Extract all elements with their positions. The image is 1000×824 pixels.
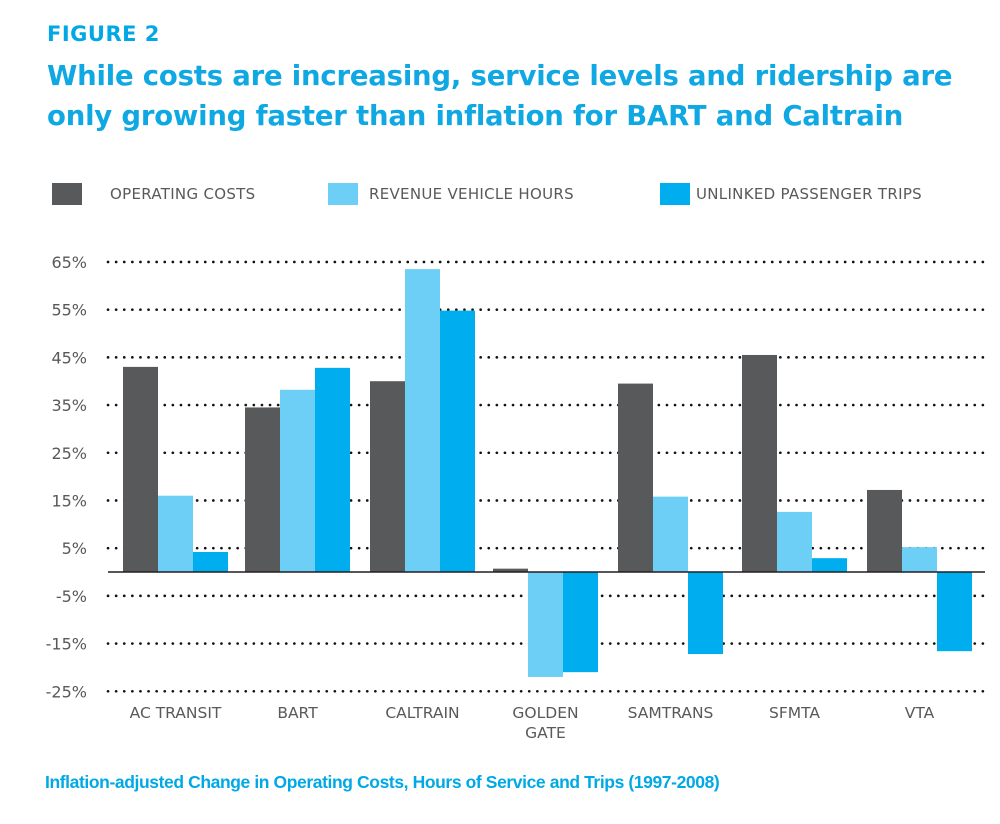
legend-label-unlinked-passenger-trips: UNLINKED PASSENGER TRIPS <box>696 185 922 203</box>
y-tick-label: 65% <box>51 253 87 272</box>
figure-label: FIGURE 2 <box>47 22 160 46</box>
bar-group-caltrain <box>370 269 475 572</box>
y-tick-label: -15% <box>46 635 87 654</box>
bar-group-golden-gate <box>493 568 598 677</box>
bar-unlinked-passenger-trips-bart <box>315 367 350 572</box>
bars <box>123 269 972 677</box>
bar-operating-costs-golden-gate <box>493 568 528 572</box>
legend-label-operating-costs: OPERATING COSTS <box>110 185 256 203</box>
bar-operating-costs-sfmta <box>742 354 777 572</box>
bar-unlinked-passenger-trips-sfmta <box>812 558 847 572</box>
chart-caption: Inflation-adjusted Change in Operating C… <box>45 772 720 792</box>
x-axis-categories: AC TRANSIT BART CALTRAIN GOLDEN GATE SAMTRANS… <box>130 704 935 742</box>
y-tick-label: -25% <box>46 682 87 701</box>
bar-operating-costs-bart <box>245 407 280 572</box>
x-tick-label: BART <box>277 704 318 722</box>
bar-operating-costs-caltrain <box>370 381 405 572</box>
bar-operating-costs-ac-transit <box>123 366 158 572</box>
bar-operating-costs-samtrans <box>618 383 653 572</box>
bar-revenue-vehicle-hours-samtrans <box>653 496 688 572</box>
bar-group-ac-transit <box>123 366 228 572</box>
bar-revenue-vehicle-hours-vta <box>902 547 937 572</box>
bar-chart: 65% 55% 45% 35% 25% 15% 5% -5% -15% -25% AC TRANS… <box>46 253 987 742</box>
x-tick-label: GOLDEN GATE <box>512 704 578 742</box>
legend-swatch-operating-costs <box>52 183 82 205</box>
legend-swatch-revenue-vehicle-hours <box>328 183 358 205</box>
legend-label-revenue-vehicle-hours: REVENUE VEHICLE HOURS <box>369 185 574 203</box>
bar-unlinked-passenger-trips-vta <box>937 572 972 652</box>
bar-operating-costs-vta <box>867 489 902 572</box>
y-tick-label: 5% <box>62 539 87 558</box>
bar-revenue-vehicle-hours-golden-gate <box>528 572 563 677</box>
y-axis-ticks: 65% 55% 45% 35% 25% 15% 5% -5% -15% -25% <box>46 253 87 701</box>
y-tick-label: 25% <box>51 444 87 463</box>
y-tick-label: 35% <box>51 396 87 415</box>
x-tick-label: SFMTA <box>769 704 820 722</box>
bar-group-bart <box>245 367 350 572</box>
legend: OPERATING COSTS REVENUE VEHICLE HOURS UN… <box>0 183 1000 207</box>
bar-group-vta <box>867 489 972 652</box>
x-tick-label: VTA <box>905 704 935 722</box>
x-tick-label: SAMTRANS <box>628 704 714 722</box>
bar-unlinked-passenger-trips-ac-transit <box>193 551 228 572</box>
bar-revenue-vehicle-hours-bart <box>280 389 315 572</box>
y-tick-label: -5% <box>56 587 87 606</box>
y-tick-label: 45% <box>51 348 87 367</box>
bar-unlinked-passenger-trips-caltrain <box>440 310 475 572</box>
bar-group-sfmta <box>742 354 847 572</box>
bar-revenue-vehicle-hours-sfmta <box>777 511 812 572</box>
bar-revenue-vehicle-hours-ac-transit <box>158 495 193 572</box>
legend-swatch-unlinked-passenger-trips <box>660 183 690 205</box>
bar-unlinked-passenger-trips-samtrans <box>688 572 723 655</box>
bar-revenue-vehicle-hours-caltrain <box>405 269 440 572</box>
chart-title: While costs are increasing, service leve… <box>47 60 953 132</box>
y-tick-label: 15% <box>51 491 87 510</box>
x-tick-label: CALTRAIN <box>385 704 459 722</box>
bar-unlinked-passenger-trips-golden-gate <box>563 572 598 673</box>
bar-group-samtrans <box>618 383 723 655</box>
x-tick-label: AC TRANSIT <box>130 704 222 722</box>
y-tick-label: 55% <box>51 301 87 320</box>
